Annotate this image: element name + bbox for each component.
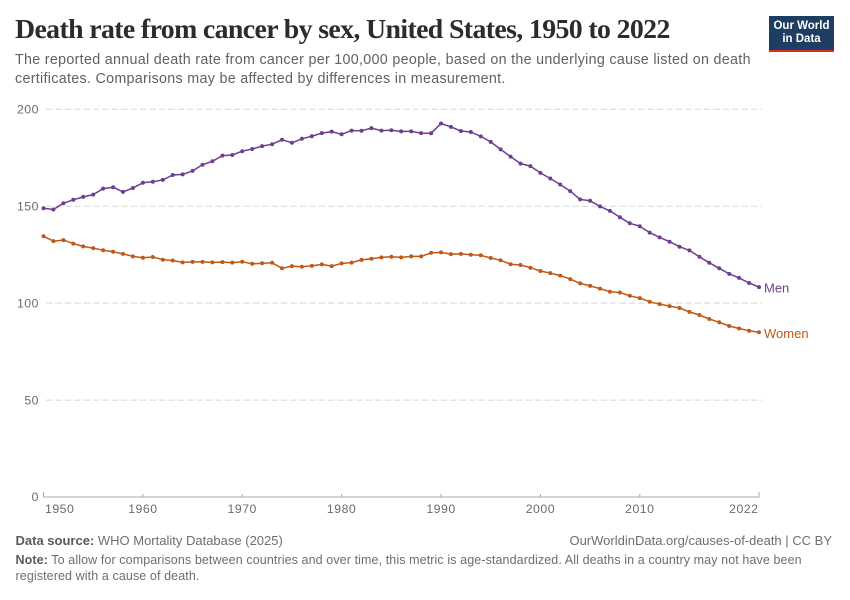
svg-text:2000: 2000 (526, 502, 555, 516)
svg-text:1970: 1970 (228, 502, 257, 516)
svg-text:1960: 1960 (128, 502, 157, 516)
svg-text:1980: 1980 (327, 502, 356, 516)
svg-text:1950: 1950 (45, 502, 74, 516)
svg-text:Men: Men (764, 281, 789, 296)
svg-text:0: 0 (32, 490, 39, 504)
svg-text:100: 100 (17, 296, 39, 310)
svg-text:200: 200 (17, 103, 39, 117)
svg-text:1990: 1990 (426, 502, 455, 516)
svg-text:Women: Women (764, 326, 809, 341)
svg-text:50: 50 (24, 393, 39, 407)
svg-text:2022: 2022 (729, 502, 758, 516)
svg-text:2010: 2010 (625, 502, 654, 516)
svg-text:150: 150 (17, 199, 39, 213)
